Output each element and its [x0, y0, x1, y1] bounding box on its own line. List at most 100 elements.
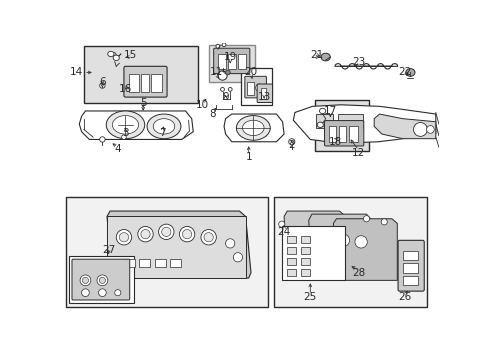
Ellipse shape — [242, 120, 264, 136]
Ellipse shape — [220, 87, 224, 91]
Ellipse shape — [325, 231, 337, 243]
Ellipse shape — [317, 122, 323, 127]
Text: 8: 8 — [209, 109, 215, 119]
Ellipse shape — [182, 230, 191, 239]
Ellipse shape — [278, 221, 285, 227]
Ellipse shape — [380, 219, 386, 225]
Ellipse shape — [321, 53, 329, 61]
Bar — [286, 269, 296, 276]
Text: 14: 14 — [69, 67, 82, 77]
Bar — [338, 126, 346, 142]
Bar — [84, 46, 198, 103]
Bar — [301, 269, 310, 276]
Ellipse shape — [317, 233, 329, 245]
Ellipse shape — [107, 51, 114, 57]
Ellipse shape — [153, 119, 174, 134]
Ellipse shape — [288, 139, 294, 145]
Bar — [227, 54, 235, 69]
Ellipse shape — [290, 230, 303, 242]
Bar — [246, 82, 254, 95]
Ellipse shape — [82, 277, 88, 283]
Bar — [301, 237, 310, 243]
Ellipse shape — [310, 230, 322, 242]
Ellipse shape — [147, 114, 181, 139]
Bar — [337, 114, 362, 130]
Bar — [274, 197, 426, 307]
Bar — [301, 258, 310, 265]
Polygon shape — [107, 216, 245, 278]
Text: 25: 25 — [303, 292, 316, 302]
Text: 1: 1 — [245, 152, 251, 162]
Polygon shape — [224, 114, 284, 142]
Bar — [241, 68, 271, 105]
Bar — [66, 197, 267, 307]
FancyBboxPatch shape — [244, 76, 266, 98]
Ellipse shape — [99, 277, 105, 283]
Bar — [328, 126, 336, 142]
Bar — [346, 122, 351, 127]
Ellipse shape — [363, 216, 369, 222]
Polygon shape — [79, 111, 193, 139]
Polygon shape — [293, 105, 435, 143]
Bar — [123, 259, 135, 266]
Ellipse shape — [122, 135, 126, 139]
Ellipse shape — [81, 289, 89, 297]
Ellipse shape — [236, 116, 270, 140]
Text: 13: 13 — [257, 92, 270, 102]
Bar — [218, 54, 225, 69]
Bar — [170, 259, 181, 266]
Bar — [139, 259, 150, 266]
Text: 23: 23 — [351, 58, 365, 67]
Ellipse shape — [225, 70, 230, 75]
Bar — [261, 88, 265, 99]
Ellipse shape — [426, 126, 433, 133]
Ellipse shape — [201, 230, 216, 245]
Polygon shape — [284, 211, 345, 273]
Text: 28: 28 — [351, 268, 365, 278]
Bar — [402, 264, 417, 273]
Ellipse shape — [138, 226, 153, 242]
Text: 15: 15 — [123, 50, 137, 60]
Bar — [402, 276, 417, 285]
Bar — [402, 251, 417, 260]
Ellipse shape — [113, 55, 119, 60]
FancyBboxPatch shape — [324, 121, 363, 146]
Ellipse shape — [116, 230, 131, 245]
Text: 26: 26 — [398, 292, 411, 302]
Ellipse shape — [80, 275, 91, 286]
Bar — [348, 126, 357, 142]
Text: 21: 21 — [309, 50, 323, 60]
Ellipse shape — [99, 289, 106, 297]
Ellipse shape — [119, 233, 128, 242]
Ellipse shape — [97, 275, 107, 286]
Ellipse shape — [222, 43, 225, 47]
Text: 22: 22 — [398, 67, 411, 77]
Polygon shape — [308, 214, 371, 276]
Text: 17: 17 — [323, 106, 336, 116]
Bar — [353, 122, 357, 127]
Bar — [238, 54, 245, 69]
Ellipse shape — [179, 226, 194, 242]
Ellipse shape — [100, 83, 105, 88]
Bar — [281, 226, 344, 280]
Ellipse shape — [158, 224, 174, 239]
FancyBboxPatch shape — [257, 84, 272, 103]
Ellipse shape — [141, 230, 150, 239]
Ellipse shape — [413, 122, 427, 136]
Ellipse shape — [106, 111, 144, 139]
Bar — [154, 259, 165, 266]
Text: 4: 4 — [114, 144, 121, 154]
Ellipse shape — [216, 44, 220, 48]
Ellipse shape — [218, 71, 226, 80]
Ellipse shape — [225, 239, 234, 248]
Ellipse shape — [337, 234, 349, 247]
Bar — [129, 74, 138, 93]
Text: 2: 2 — [288, 140, 295, 150]
Text: 9: 9 — [222, 92, 228, 102]
Text: 12: 12 — [351, 148, 365, 158]
FancyBboxPatch shape — [123, 66, 167, 97]
Polygon shape — [333, 219, 396, 280]
Text: 11: 11 — [209, 67, 223, 77]
Text: 20: 20 — [244, 67, 257, 77]
Text: 10: 10 — [196, 100, 209, 110]
